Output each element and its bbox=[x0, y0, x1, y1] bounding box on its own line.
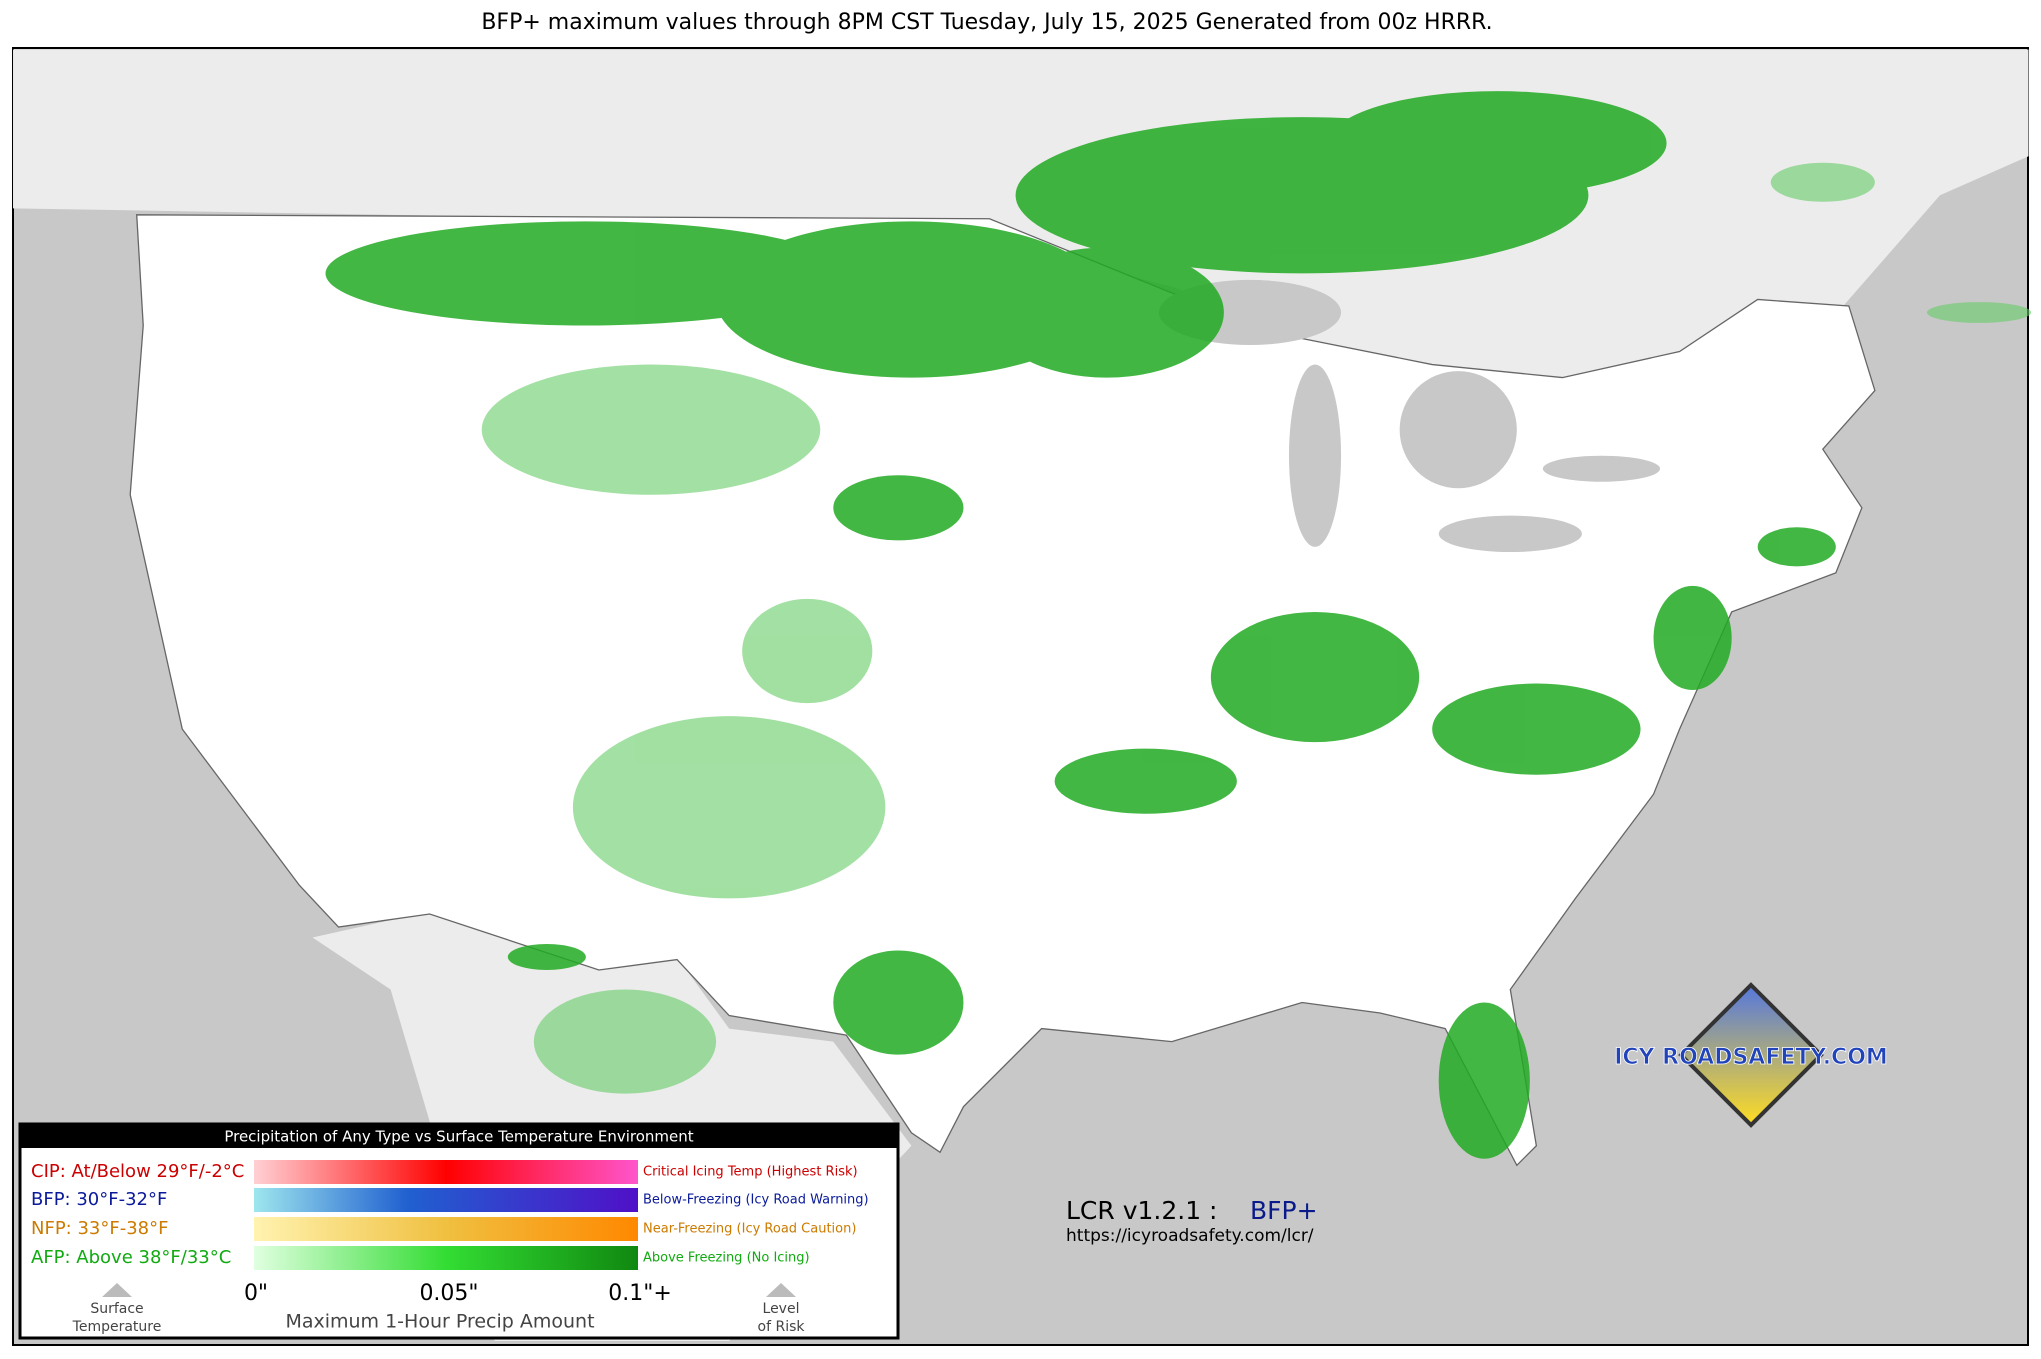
gradient-bar bbox=[254, 1217, 638, 1241]
caption: Surface bbox=[90, 1301, 143, 1317]
legend-title: Precipitation of Any Type vs Surface Tem… bbox=[224, 1128, 693, 1146]
legend-header bbox=[20, 1124, 898, 1148]
scale-label: 0.05" bbox=[419, 1281, 478, 1306]
scale-label: 0.1"+ bbox=[608, 1281, 672, 1306]
gradient-bar bbox=[254, 1188, 638, 1212]
row-label: NFP: 33°F-38°F bbox=[31, 1218, 168, 1239]
row-description: Near-Freezing (Icy Road Caution) bbox=[643, 1222, 856, 1237]
row-label: BFP: 30°F-32°F bbox=[31, 1189, 167, 1210]
caption: Temperature bbox=[72, 1319, 162, 1335]
logo-text: ICY ROADSAFETY.COM bbox=[1614, 1045, 1888, 1070]
row-label: CIP: At/Below 29°F/-2°C bbox=[31, 1161, 244, 1182]
axis-label: Maximum 1-Hour Precip Amount bbox=[285, 1311, 594, 1333]
caption: of Risk bbox=[758, 1319, 806, 1335]
row-description: Above Freezing (No Icing) bbox=[643, 1251, 810, 1266]
title: BFP+ maximum values through 8PM CST Tues… bbox=[481, 10, 1492, 35]
row-label: AFP: Above 38°F/33°C bbox=[31, 1247, 231, 1268]
version: LCR v1.2.1 : bbox=[1066, 1196, 1217, 1225]
row-description: Below-Freezing (Icy Road Warning) bbox=[643, 1193, 869, 1208]
map-shapes bbox=[13, 49, 2032, 1342]
gradient-bar bbox=[254, 1160, 638, 1184]
caption: Level bbox=[763, 1301, 800, 1317]
row-description: Critical Icing Temp (Highest Risk) bbox=[643, 1165, 858, 1180]
logo: ICY ROADSAFETY.COM bbox=[1614, 982, 1888, 1128]
scale-label: 0" bbox=[244, 1281, 268, 1306]
legend: Precipitation of Any Type vs Surface Tem… bbox=[18, 1122, 900, 1340]
product: BFP+ bbox=[1250, 1196, 1318, 1225]
gradient-bar bbox=[254, 1246, 638, 1270]
url: https://icyroadsafety.com/lcr/ bbox=[1066, 1226, 1314, 1246]
